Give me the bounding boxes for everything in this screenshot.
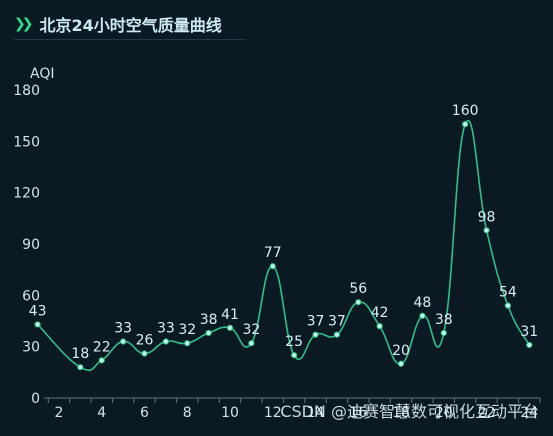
data-point [355, 299, 362, 306]
x-tick-label: 12 [264, 405, 282, 421]
y-axis-label: AQI [30, 66, 54, 82]
data-label: 31 [520, 324, 538, 340]
data-point [77, 364, 84, 371]
data-point [333, 331, 340, 338]
data-point [34, 321, 41, 328]
y-tick-label: 30 [22, 340, 40, 356]
x-tick-label: 14 [307, 405, 325, 421]
data-point [440, 329, 447, 337]
data-label: 98 [478, 209, 496, 225]
data-point [462, 121, 469, 128]
data-point [269, 263, 276, 270]
series-line [37, 120, 531, 372]
data-point [483, 227, 490, 234]
data-label: 38 [435, 312, 453, 328]
y-tick-label: 90 [22, 237, 40, 253]
watermark-text: CSDN @迪赛智慧数可视化互动平台 [280, 402, 539, 421]
x-tick-label: 24 [520, 405, 538, 421]
data-label: 33 [157, 321, 175, 337]
data-point [397, 360, 405, 367]
data-point [205, 329, 212, 337]
x-tick-label: 10 [221, 405, 239, 421]
data-label: 32 [178, 322, 196, 338]
x-tick-label: 18 [392, 405, 410, 421]
data-point [162, 338, 169, 345]
data-label: 25 [285, 334, 303, 350]
data-label: 41 [221, 307, 239, 323]
data-label: 38 [200, 312, 218, 328]
data-label: 48 [413, 295, 431, 311]
data-label: 43 [29, 303, 47, 319]
data-point [98, 357, 105, 364]
x-tick-label: 4 [97, 405, 106, 421]
data-label: 33 [114, 321, 132, 337]
y-tick-label: 120 [13, 186, 40, 202]
chart-title: 北京24小时空气质量曲线 [39, 16, 222, 35]
data-point [504, 302, 512, 309]
x-tick-label: 16 [349, 405, 367, 421]
data-label: 160 [452, 103, 479, 119]
y-tick-label: 180 [13, 83, 40, 99]
y-axis-ticks: 0 30 60 90 120 150 180 [13, 83, 40, 407]
x-tick-label: 22 [478, 405, 496, 421]
double-chevron-icon: ❯❯ [14, 16, 34, 32]
y-tick-label: 150 [13, 134, 40, 150]
data-label: 42 [371, 305, 389, 321]
x-tick-label: 2 [55, 405, 64, 421]
x-tick-label: 6 [140, 405, 149, 421]
data-point [312, 331, 319, 338]
data-label: 18 [71, 346, 89, 362]
data-label: 26 [136, 333, 154, 349]
data-label: 22 [93, 339, 111, 355]
data-label: 37 [328, 314, 346, 330]
x-tick-label: 20 [435, 405, 453, 421]
data-point [291, 352, 298, 359]
data-label: 20 [392, 343, 410, 359]
data-point [141, 350, 148, 357]
data-point [120, 338, 127, 345]
data-point [184, 340, 191, 347]
chart-title-bar: ❯❯ 北京24小时空气质量曲线 [14, 12, 246, 40]
data-label: 56 [349, 281, 367, 297]
data-label: 77 [264, 245, 282, 261]
data-point [248, 340, 255, 347]
data-point [226, 324, 234, 331]
data-label: 54 [499, 285, 517, 301]
x-tick-label: 8 [183, 405, 192, 421]
data-point [376, 323, 383, 330]
data-label: 37 [307, 314, 325, 330]
data-label: 32 [242, 322, 260, 338]
y-tick-label: 0 [31, 391, 40, 407]
data-point [526, 341, 533, 349]
data-point [419, 312, 426, 319]
y-tick-label: 60 [22, 288, 40, 304]
x-axis: 2 4 6 8 10 12 14 16 18 20 22 24 [44, 397, 541, 421]
